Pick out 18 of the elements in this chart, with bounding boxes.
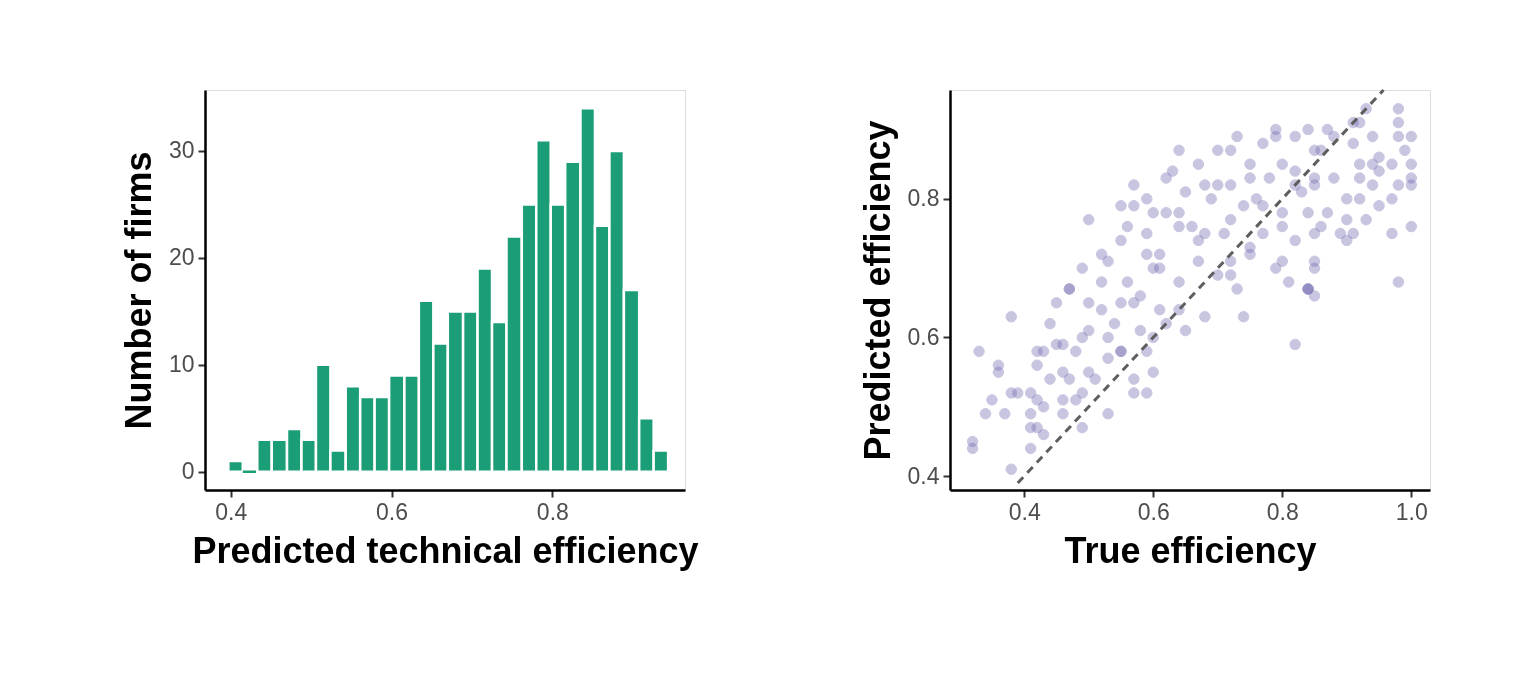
x-tick-label: 1.0 — [1395, 498, 1428, 525]
x-tick-label: 0.6 — [376, 498, 409, 525]
x-tick-label: 0.8 — [536, 498, 569, 525]
y-tick-label: 0 — [181, 458, 195, 485]
y-axis-title: Predicted efficiency — [856, 120, 898, 461]
y-tick-label: 0.8 — [907, 185, 940, 212]
y-axis-title: Number of firms — [117, 151, 159, 430]
x-tick-label: 0.4 — [1008, 498, 1041, 525]
x-tick-label: 0.8 — [1266, 498, 1299, 525]
x-tick-label: 0.6 — [1137, 498, 1170, 525]
y-tick-label: 0.4 — [907, 462, 940, 489]
x-axis-title: True efficiency — [1064, 529, 1317, 571]
y-tick-label: 30 — [168, 137, 195, 164]
x-tick-label: 0.4 — [215, 498, 248, 525]
x-axis-title: Predicted technical efficiency — [192, 529, 699, 571]
y-tick-label: 0.6 — [907, 323, 940, 350]
y-tick-label: 20 — [168, 244, 195, 271]
y-tick-label: 10 — [168, 351, 195, 378]
